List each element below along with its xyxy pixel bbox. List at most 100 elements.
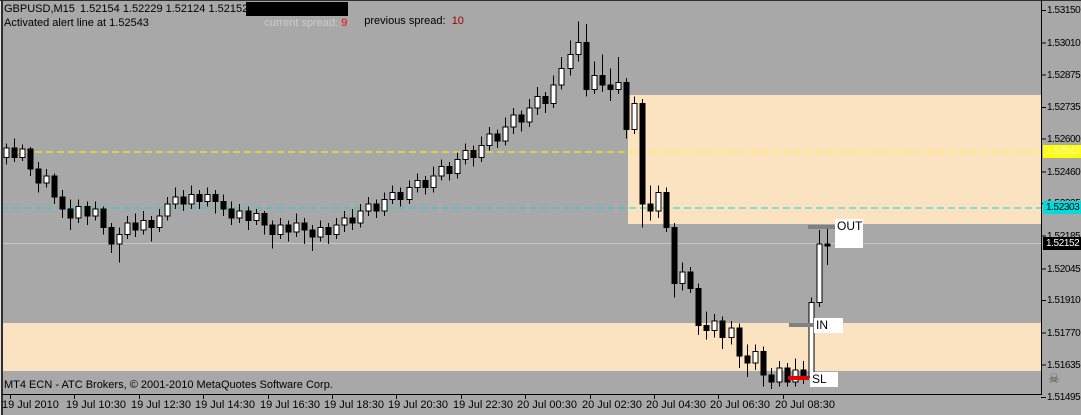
candle-body	[470, 150, 477, 158]
candle-body	[422, 180, 429, 188]
candle-body	[317, 227, 324, 238]
previous-spread-label: previous spread:	[364, 15, 446, 27]
price-tick	[1041, 74, 1046, 76]
ohlc-readout: 1.52154 1.52229 1.52124 1.52152	[80, 3, 249, 15]
candle-body	[808, 302, 815, 378]
time-axis-label: 19 Jul 2010	[2, 399, 59, 411]
candle-body	[607, 84, 614, 90]
candle-body	[502, 126, 509, 142]
candle-body	[736, 327, 743, 357]
candle-body	[373, 203, 380, 212]
candle-body	[454, 159, 461, 174]
candle-body	[3, 147, 10, 158]
candle-body	[220, 201, 227, 210]
candle-body	[446, 166, 453, 174]
candle-body	[567, 54, 574, 69]
candle-body	[663, 192, 670, 228]
candle-body	[526, 107, 533, 123]
price-axis-label: 1.53010	[1047, 37, 1081, 49]
lower-demand-zone[interactable]	[2, 323, 1041, 371]
price-tick	[1041, 10, 1046, 11]
candle-body	[349, 217, 356, 224]
candle-body	[414, 180, 421, 188]
candle-body	[711, 320, 718, 331]
price-axis-line	[1041, 0, 1042, 394]
level-line-badge: 1.52303	[1043, 201, 1081, 214]
alert-line-badge: 1.52543	[1043, 145, 1081, 158]
candle-body	[462, 150, 469, 160]
time-tick	[461, 394, 462, 399]
trade-label-sl[interactable]: SL	[810, 372, 838, 387]
candle-body	[671, 227, 678, 284]
candle-body	[744, 355, 751, 364]
price-tick	[1041, 235, 1046, 237]
current-spread-value: 9	[341, 17, 348, 29]
candle-body	[261, 213, 268, 226]
trade-label-in[interactable]: IN	[814, 318, 843, 333]
time-axis-label: 19 Jul 20:30	[388, 399, 448, 411]
candle-body	[558, 68, 565, 86]
candle-body	[341, 217, 348, 226]
candle-body	[494, 133, 501, 142]
candle-body	[784, 367, 791, 383]
candle-body	[728, 327, 735, 338]
price-axis-label: 1.51635	[1047, 359, 1081, 371]
candle-body	[236, 210, 243, 219]
price-tick	[1041, 107, 1046, 108]
candle-body	[277, 224, 284, 235]
candle-body	[534, 96, 541, 109]
candle-body	[27, 148, 34, 170]
time-tick	[590, 394, 591, 399]
candle-body	[92, 208, 99, 217]
candle-body	[140, 220, 147, 231]
price-tick	[1041, 397, 1046, 398]
price-axis-label: 1.52600	[1047, 133, 1081, 145]
candle-body	[752, 351, 759, 364]
time-axis-label: 20 Jul 00:30	[517, 399, 577, 411]
candle-body	[309, 229, 316, 238]
alert-status-text: Activated alert line at 1.52543	[4, 17, 149, 29]
candle-body	[84, 206, 91, 217]
candle-body	[478, 145, 485, 158]
time-tick	[203, 394, 204, 399]
candle-body	[397, 192, 404, 200]
candle-body	[357, 210, 364, 224]
candle-body	[518, 114, 525, 123]
window-border-top	[0, 0, 1081, 1]
candle-body	[180, 196, 187, 205]
time-axis-label: 19 Jul 18:30	[324, 399, 384, 411]
time-tick	[525, 394, 526, 399]
time-axis-label: 19 Jul 10:30	[66, 399, 126, 411]
upper-supply-zone[interactable]	[628, 95, 1041, 224]
current-spread-indicator: current spread: 9	[246, 2, 348, 29]
candle-body	[583, 42, 590, 90]
candle-body	[35, 168, 42, 184]
candle-body	[389, 192, 396, 200]
time-tick	[139, 394, 140, 399]
candle-body	[486, 133, 493, 146]
candle-body	[438, 166, 445, 177]
candle-body	[301, 222, 308, 231]
candle-body	[148, 220, 155, 228]
current-spread-label: current spread:	[264, 17, 339, 29]
candle-body	[124, 222, 131, 235]
time-tick	[268, 394, 269, 399]
window-border-left	[1, 0, 3, 415]
price-tick	[1041, 300, 1046, 301]
candle-body	[768, 374, 775, 383]
candle-body	[19, 148, 26, 158]
candle-body	[679, 271, 686, 284]
candle-body	[550, 84, 557, 104]
time-axis-label: 19 Jul 14:30	[195, 399, 255, 411]
trade-label-out[interactable]: OUT	[835, 219, 863, 248]
copyright-text: MT4 ECN - ATC Brokers, © 2001-2010 MetaQ…	[4, 379, 333, 391]
candle-body	[776, 367, 783, 383]
price-axis-label: 1.51910	[1047, 295, 1081, 306]
candle-body	[285, 224, 292, 233]
price-axis-label: 1.51770	[1047, 327, 1081, 339]
window-border-highlight	[0, 0, 1, 415]
time-tick	[332, 394, 333, 399]
time-tick	[783, 394, 784, 399]
